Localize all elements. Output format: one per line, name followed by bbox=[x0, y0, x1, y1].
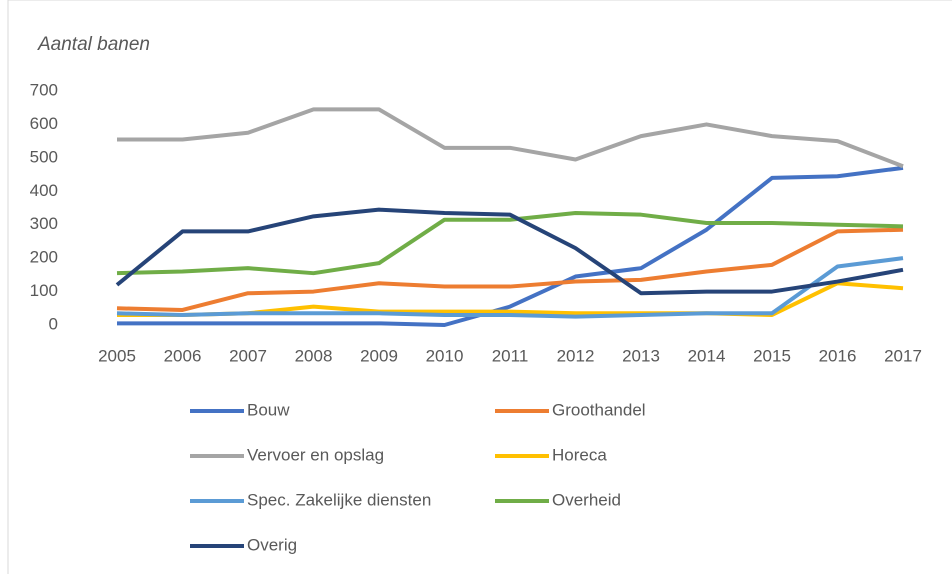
series-line bbox=[116, 227, 904, 312]
series-line bbox=[117, 165, 904, 327]
legend-label: Groothandel bbox=[552, 400, 646, 419]
x-tick-label: 2007 bbox=[229, 346, 267, 365]
x-tick-label: 2014 bbox=[688, 346, 726, 365]
legend-label: Spec. Zakelijke diensten bbox=[247, 490, 431, 509]
x-tick-label: 2016 bbox=[819, 346, 857, 365]
chart-frame bbox=[7, 0, 952, 574]
series-line bbox=[116, 256, 904, 319]
x-tick-label: 2010 bbox=[426, 346, 464, 365]
series-line bbox=[117, 107, 904, 169]
x-tick-label: 2012 bbox=[557, 346, 595, 365]
x-tick-label: 2017 bbox=[884, 346, 922, 365]
x-tick-label: 2006 bbox=[164, 346, 202, 365]
legend-label: Bouw bbox=[247, 400, 290, 419]
series-line bbox=[116, 211, 904, 276]
legend-label: Overheid bbox=[552, 490, 621, 509]
series-line bbox=[115, 207, 904, 296]
y-tick-label: 700 bbox=[30, 80, 58, 99]
x-tick-label: 2009 bbox=[360, 346, 398, 365]
x-tick-label: 2005 bbox=[98, 346, 136, 365]
y-axis-label: Aantal banen bbox=[37, 34, 150, 55]
y-tick-label: 0 bbox=[49, 314, 58, 333]
y-tick-label: 500 bbox=[30, 147, 58, 166]
y-tick-label: 600 bbox=[30, 114, 58, 133]
y-tick-label: 100 bbox=[30, 281, 58, 300]
legend-label: Horeca bbox=[552, 445, 607, 464]
legend-label: Vervoer en opslag bbox=[247, 445, 384, 464]
x-tick-label: 2008 bbox=[295, 346, 333, 365]
legend-label: Overig bbox=[247, 535, 297, 554]
x-tick-label: 2011 bbox=[492, 346, 529, 365]
y-tick-label: 400 bbox=[30, 181, 58, 200]
x-tick-label: 2013 bbox=[622, 346, 660, 365]
y-tick-label: 200 bbox=[30, 248, 58, 267]
x-tick-label: 2015 bbox=[753, 346, 791, 365]
y-tick-label: 300 bbox=[30, 214, 58, 233]
